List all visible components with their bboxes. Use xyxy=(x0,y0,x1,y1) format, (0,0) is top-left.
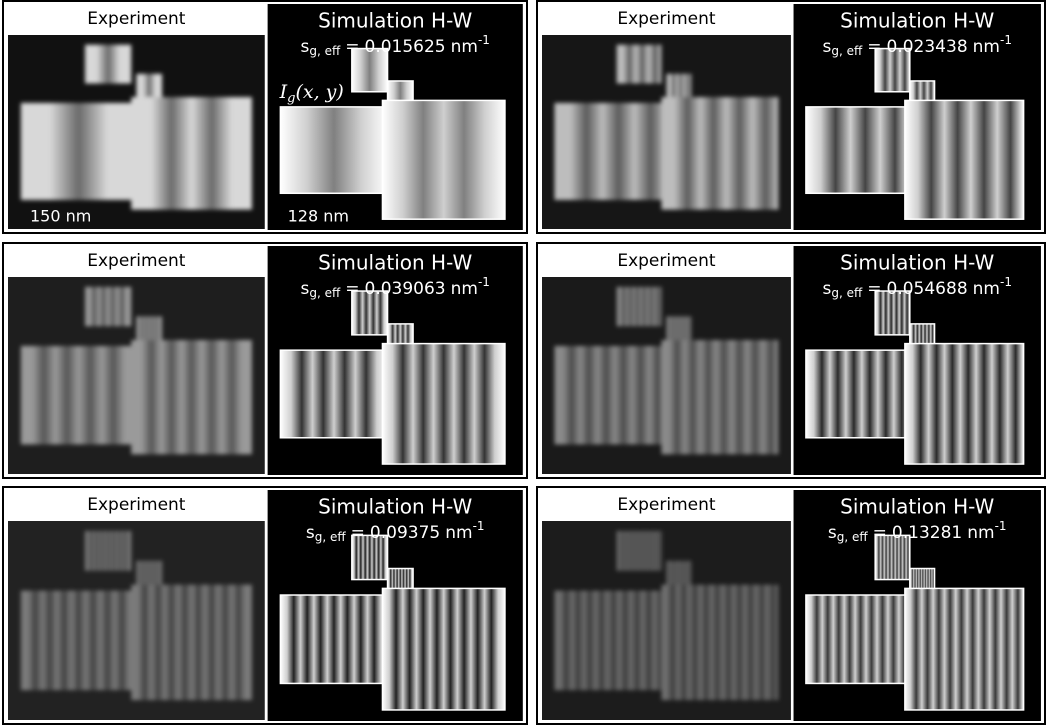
structure-block xyxy=(617,287,662,326)
structure-block xyxy=(85,531,131,571)
simulation-label: Simulation H-W xyxy=(840,495,994,519)
scale-label: 150 nm xyxy=(30,207,91,226)
parameter-relation: = xyxy=(867,279,881,299)
structure-block xyxy=(661,585,778,700)
simulation-label: Simulation H-W xyxy=(318,9,472,33)
structure-block xyxy=(280,107,387,193)
structure-block xyxy=(806,107,910,193)
structure-block xyxy=(617,531,662,571)
structure-block xyxy=(661,97,778,210)
panel: Experiment Simulation H-W sg, eff = 0.054688… xyxy=(537,243,1045,478)
experiment-label: Experiment xyxy=(617,9,716,29)
structure-block xyxy=(21,103,137,200)
structure-block xyxy=(905,588,1024,710)
parameter-relation: = xyxy=(351,523,365,543)
parameter-exponent: -1 xyxy=(473,519,485,533)
experiment-label: Experiment xyxy=(87,9,186,29)
parameter-subscript: g, eff xyxy=(315,530,347,544)
structure-block xyxy=(21,346,137,445)
parameter-value: 0.015625 xyxy=(365,37,446,57)
structure-block xyxy=(661,340,778,454)
structure-block xyxy=(131,340,252,454)
parameter-symbol: s xyxy=(300,279,309,299)
simulation-label: Simulation H-W xyxy=(840,251,994,275)
structure-block xyxy=(554,103,666,200)
panel: Experiment Simulation H-Wsg, eff =0.13281n… xyxy=(537,487,1045,724)
parameter-exponent: -1 xyxy=(1000,33,1012,47)
parameter-relation: = xyxy=(345,37,359,57)
parameter-symbol: s xyxy=(823,37,832,57)
structure-block xyxy=(905,100,1024,219)
structure-block xyxy=(806,595,910,683)
experiment-label: Experiment xyxy=(617,251,716,271)
parameter-exponent: -1 xyxy=(995,519,1007,533)
structure-block xyxy=(280,350,387,438)
parameter-value: 0.13281 xyxy=(892,523,962,543)
parameter-relation: = xyxy=(873,523,887,543)
intensity-arguments: (x, y) xyxy=(295,81,343,103)
parameter-subscript: g, eff xyxy=(309,286,341,300)
structure-block xyxy=(280,595,387,683)
parameter-unit: nm xyxy=(451,279,478,299)
figure: ExperimentSimulation H-Wsg, eff=0.015625… xyxy=(0,0,1048,726)
simulation-label: Simulation H-W xyxy=(318,495,472,519)
parameter-value: 0.054688 xyxy=(887,279,968,299)
parameter-subscript: g, eff xyxy=(309,44,341,58)
parameter-symbol: s xyxy=(823,279,832,299)
structure-block xyxy=(85,287,131,326)
page: ExperimentSimulation H-Wsg, eff=0.015625… xyxy=(0,0,1048,726)
parameter-subscript: g, eff xyxy=(831,286,863,300)
structure-block xyxy=(21,591,137,691)
parameter-exponent: -1 xyxy=(478,33,490,47)
experiment-label: Experiment xyxy=(87,495,186,515)
experiment-label: Experiment xyxy=(617,495,716,515)
parameter-value: 0.023438 xyxy=(887,37,968,57)
structure-block xyxy=(382,588,504,710)
parameter-unit: nm xyxy=(973,279,1000,299)
structure-block xyxy=(382,344,504,464)
panel: Experiment Simulation H-W sg, eff = 0.039063… xyxy=(3,243,527,478)
parameter-exponent: -1 xyxy=(478,275,490,289)
intensity-subscript: g xyxy=(287,91,295,106)
parameter-symbol: s xyxy=(828,523,837,543)
parameter-value: 0.039063 xyxy=(365,279,446,299)
structure-block xyxy=(554,591,666,691)
parameter-exponent: -1 xyxy=(1000,275,1012,289)
structure-block xyxy=(554,346,666,445)
parameter-symbol: s xyxy=(300,37,309,57)
parameter-relation: = xyxy=(867,37,881,57)
simulation-label: Simulation H-W xyxy=(840,9,994,33)
parameter-value: 0.09375 xyxy=(370,523,440,543)
simulation-label: Simulation H-W xyxy=(318,251,472,275)
structure-block xyxy=(85,45,131,84)
parameter-unit: nm xyxy=(973,37,1000,57)
parameter-unit: nm xyxy=(445,523,472,543)
parameter-symbol: s xyxy=(306,523,315,543)
scale-label: 128 nm xyxy=(288,207,349,226)
structure-block xyxy=(617,45,662,84)
parameter-unit: nm xyxy=(451,37,478,57)
structure-block xyxy=(131,585,252,700)
structure-block xyxy=(806,350,910,438)
structure-block xyxy=(382,100,504,219)
parameter-relation: = xyxy=(345,279,359,299)
panel: Experiment Simulation H-W sg, eff = 0.023438… xyxy=(537,1,1045,233)
parameter-subscript: g, eff xyxy=(831,44,863,58)
parameter-unit: nm xyxy=(967,523,994,543)
structure-block xyxy=(131,97,252,210)
experiment-label: Experiment xyxy=(87,251,186,271)
structure-block xyxy=(905,344,1024,464)
parameter-subscript: g, eff xyxy=(837,530,869,544)
panel: Experiment Simulation H-W sg, eff = 0.015625… xyxy=(3,1,527,233)
